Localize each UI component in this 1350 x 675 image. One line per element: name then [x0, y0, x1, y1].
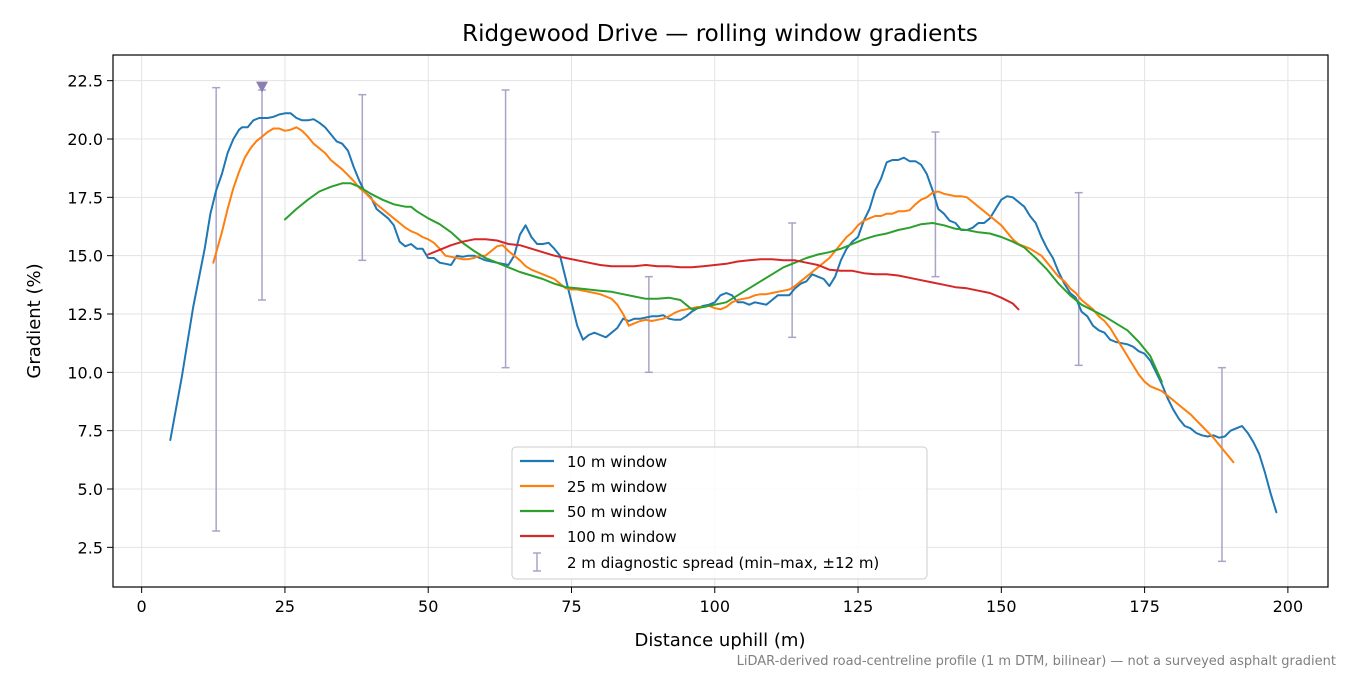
x-tick-label: 100 — [699, 597, 730, 616]
y-tick-label: 17.5 — [67, 188, 103, 207]
series-line-100-m-window — [427, 238, 1020, 311]
footnote: LiDAR-derived road-centreline profile (1… — [737, 654, 1336, 669]
errorbar — [501, 89, 510, 369]
x-tick-label: 50 — [418, 597, 438, 616]
errorbar — [212, 86, 221, 532]
plot-frame — [112, 54, 1329, 588]
legend: 10 m window 25 m window 50 m window 100 … — [511, 446, 928, 580]
error-bars — [212, 86, 1226, 563]
y-axis-ticks: 2.5 5.0 7.5 10.0 12.5 15.0 17.5 20.0 22.5 — [67, 72, 113, 557]
y-tick-label: 2.5 — [78, 538, 103, 557]
y-tick-label: 22.5 — [67, 72, 103, 91]
series-lines — [169, 112, 1278, 514]
y-tick-label: 5.0 — [78, 480, 103, 499]
series-line-25-m-window — [212, 126, 1235, 464]
y-axis-label: Gradient (%) — [24, 263, 45, 378]
x-tick-label: 125 — [843, 597, 874, 616]
errorbar — [788, 222, 797, 339]
legend-label-100m: 100 m window — [567, 528, 677, 546]
x-axis-label: Distance uphill (m) — [635, 630, 806, 651]
x-axis-ticks: 0 25 50 75 100 125 150 175 200 — [137, 587, 1304, 616]
x-tick-label: 25 — [275, 597, 295, 616]
peak-marker-triangle — [256, 81, 269, 93]
y-tick-label: 15.0 — [67, 247, 103, 266]
errorbar — [931, 131, 940, 278]
legend-label-10m: 10 m window — [567, 453, 667, 471]
legend-label-50m: 50 m window — [567, 503, 667, 521]
y-tick-label: 20.0 — [67, 130, 103, 149]
x-tick-label: 200 — [1273, 597, 1304, 616]
legend-label-errorbar: 2 m diagnostic spread (min–max, ±12 m) — [567, 554, 879, 572]
legend-box — [511, 446, 928, 580]
y-tick-label: 7.5 — [78, 422, 103, 441]
y-tick-label: 12.5 — [67, 305, 103, 324]
errorbar — [358, 93, 367, 262]
x-tick-label: 75 — [561, 597, 581, 616]
legend-label-25m: 25 m window — [567, 478, 667, 496]
errorbar — [1074, 191, 1083, 367]
legend-swatch-errorbar — [533, 552, 541, 572]
series-line-50-m-window — [283, 182, 1163, 383]
chart-title: Ridgewood Drive — rolling window gradien… — [462, 21, 978, 47]
peak-marker — [256, 81, 269, 93]
errorbar — [644, 275, 653, 374]
y-tick-label: 10.0 — [67, 363, 103, 382]
x-tick-label: 0 — [137, 597, 147, 616]
x-tick-label: 150 — [986, 597, 1017, 616]
errorbar — [1217, 366, 1226, 563]
x-tick-label: 175 — [1129, 597, 1160, 616]
